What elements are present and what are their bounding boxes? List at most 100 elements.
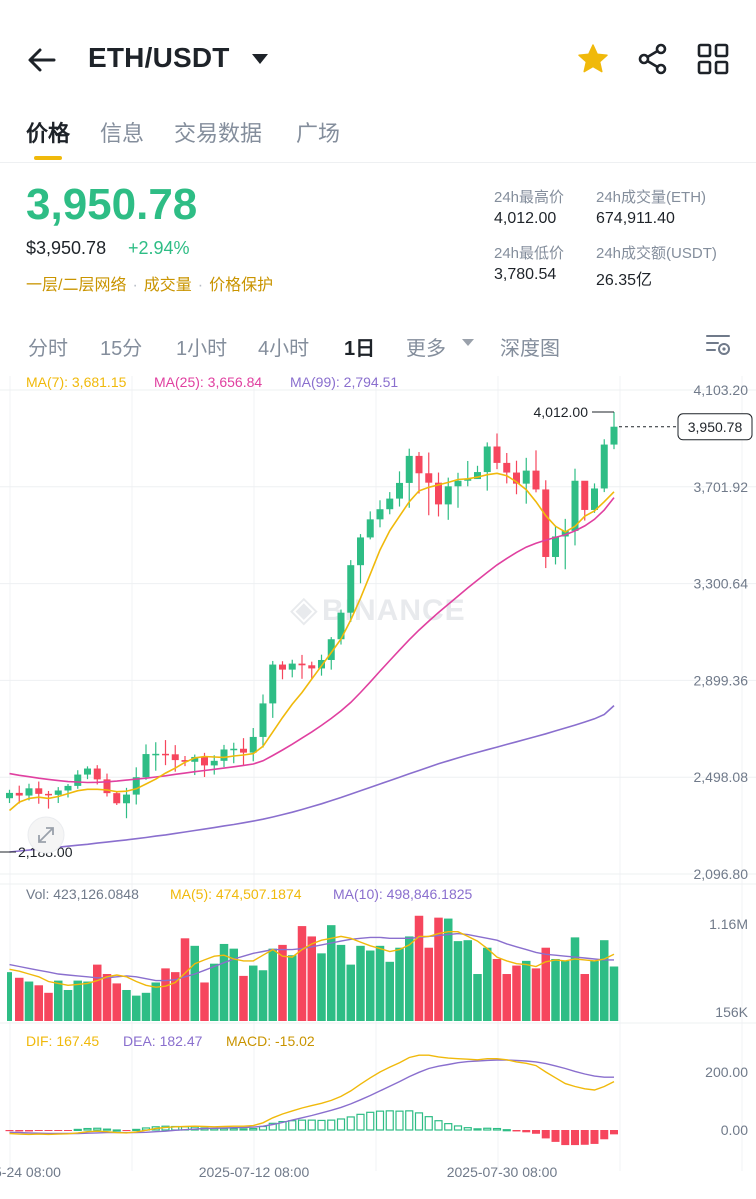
interval-4h[interactable]: 4小时 bbox=[258, 338, 310, 360]
volume-bar bbox=[63, 989, 73, 1021]
volume-bar bbox=[278, 944, 287, 1021]
volume-bar bbox=[366, 950, 375, 1021]
interval-15m[interactable]: 15分 bbox=[100, 338, 143, 360]
macd-histogram-bar bbox=[463, 1127, 472, 1131]
candle bbox=[113, 793, 121, 804]
ma99-line bbox=[9, 705, 615, 853]
macd-histogram-bar bbox=[73, 1128, 82, 1132]
macd-histogram-bar bbox=[600, 1130, 609, 1140]
interval-1d[interactable]: 1日 bbox=[344, 338, 376, 360]
ma25-line bbox=[9, 497, 615, 784]
volume-bar bbox=[239, 975, 248, 1021]
volume-bar bbox=[54, 980, 63, 1021]
volume-bar bbox=[141, 992, 151, 1021]
macd-histogram-bar bbox=[385, 1110, 394, 1131]
candle bbox=[337, 612, 345, 640]
candle bbox=[532, 470, 540, 490]
volume-bar bbox=[34, 985, 43, 1021]
chevron-down-icon[interactable] bbox=[252, 54, 268, 64]
volume-bar bbox=[132, 995, 141, 1021]
candle bbox=[103, 779, 111, 794]
macd-histogram-bar bbox=[93, 1127, 102, 1131]
share-icon[interactable] bbox=[636, 42, 670, 76]
back-arrow-icon[interactable] bbox=[26, 44, 58, 76]
volume-bar bbox=[161, 968, 170, 1021]
interval-depth[interactable]: 深度图 bbox=[500, 338, 560, 360]
candle bbox=[25, 788, 33, 796]
volume-bar bbox=[434, 917, 443, 1021]
interval-more[interactable]: 更多 bbox=[406, 338, 446, 360]
volume-bar bbox=[288, 955, 297, 1021]
y-tick-label: 3,701.92 bbox=[694, 479, 749, 495]
candle bbox=[493, 446, 501, 463]
ma25-legend: MA(25): 3,656.84 bbox=[154, 374, 262, 390]
volume-bar bbox=[444, 918, 453, 1021]
expand-icon[interactable] bbox=[27, 816, 65, 854]
macd-histogram-bar bbox=[327, 1119, 336, 1131]
candle bbox=[464, 479, 472, 481]
interval-selector: 分时 15分 1小时 4小时 1日 更多 深度图 bbox=[0, 320, 756, 366]
macd-histogram-bar bbox=[532, 1130, 540, 1134]
stat-low: 3,780.54 bbox=[494, 266, 557, 283]
candle bbox=[415, 455, 423, 474]
pair-title[interactable]: ETH/USDT bbox=[88, 42, 230, 73]
macd-histogram-bar bbox=[102, 1128, 112, 1131]
volume-y-tick: 156K bbox=[715, 1004, 748, 1020]
candle bbox=[318, 659, 325, 669]
macd-histogram-bar bbox=[15, 1130, 24, 1132]
candle bbox=[15, 792, 23, 796]
macd-histogram-bar bbox=[571, 1130, 579, 1146]
volume-bar bbox=[336, 944, 346, 1021]
candle bbox=[591, 488, 598, 510]
stat-high: 4,012.00 bbox=[494, 210, 557, 227]
chevron-down-icon[interactable] bbox=[462, 339, 474, 346]
candle bbox=[279, 664, 286, 670]
volume-bar bbox=[258, 970, 268, 1021]
macd-histogram-bar bbox=[5, 1130, 14, 1132]
interval-1h[interactable]: 1小时 bbox=[176, 338, 228, 360]
macd-histogram-bar bbox=[424, 1116, 433, 1131]
volume-bar bbox=[580, 974, 589, 1021]
tag-price-protection[interactable]: 价格保护 bbox=[209, 277, 274, 294]
y-tick-label: 2,498.08 bbox=[694, 769, 749, 785]
tag-layer-network[interactable]: 一层/二层网络 bbox=[26, 277, 127, 294]
stat-vol-eth: 674,911.40 bbox=[596, 210, 675, 227]
volume-bar bbox=[102, 974, 112, 1021]
volume-bar bbox=[210, 963, 219, 1021]
macd-histogram-bar bbox=[434, 1120, 443, 1131]
tag-list: 一层/二层网络 · 成交量 · 价格保护 bbox=[26, 271, 279, 295]
price-change: +2.94% bbox=[128, 238, 190, 258]
grid-icon[interactable] bbox=[696, 42, 730, 76]
candle bbox=[269, 664, 277, 704]
y-tick-label: 4,103.20 bbox=[694, 382, 749, 398]
last-price: 3,950.78 bbox=[26, 180, 198, 229]
volume-bar bbox=[200, 982, 209, 1021]
y-tick-label: 2,899.36 bbox=[694, 672, 749, 688]
volume-bar bbox=[93, 964, 102, 1021]
tag-volume[interactable]: 成交量 bbox=[143, 277, 192, 294]
candle bbox=[581, 480, 589, 510]
volume-bar bbox=[414, 915, 424, 1021]
tab-price[interactable]: 价格 bbox=[26, 121, 71, 146]
tab-info[interactable]: 信息 bbox=[100, 121, 145, 146]
last-price-box bbox=[677, 413, 753, 441]
macd-histogram-bar bbox=[54, 1130, 63, 1131]
watermark-logo: ◈ bbox=[290, 588, 318, 629]
macd-histogram-bar bbox=[610, 1130, 618, 1135]
tab-square[interactable]: 广场 bbox=[296, 121, 341, 146]
candle bbox=[123, 794, 130, 804]
stat-high-label: 24h最高价 bbox=[494, 189, 565, 206]
expand-icon-glyph bbox=[38, 827, 54, 843]
volume-y-tick: 1.16M bbox=[709, 916, 748, 932]
interval-line[interactable]: 分时 bbox=[28, 338, 68, 360]
macd-histogram-bar bbox=[34, 1130, 43, 1131]
candle bbox=[84, 768, 91, 775]
star-icon[interactable] bbox=[576, 42, 610, 76]
chart-settings-icon[interactable] bbox=[704, 330, 732, 358]
tab-trading-data[interactable]: 交易数据 bbox=[174, 121, 263, 146]
candle bbox=[220, 749, 228, 761]
candle bbox=[308, 665, 316, 669]
volume-ma10-legend: MA(10): 498,846.1825 bbox=[333, 886, 473, 902]
volume-bar bbox=[180, 938, 190, 1021]
